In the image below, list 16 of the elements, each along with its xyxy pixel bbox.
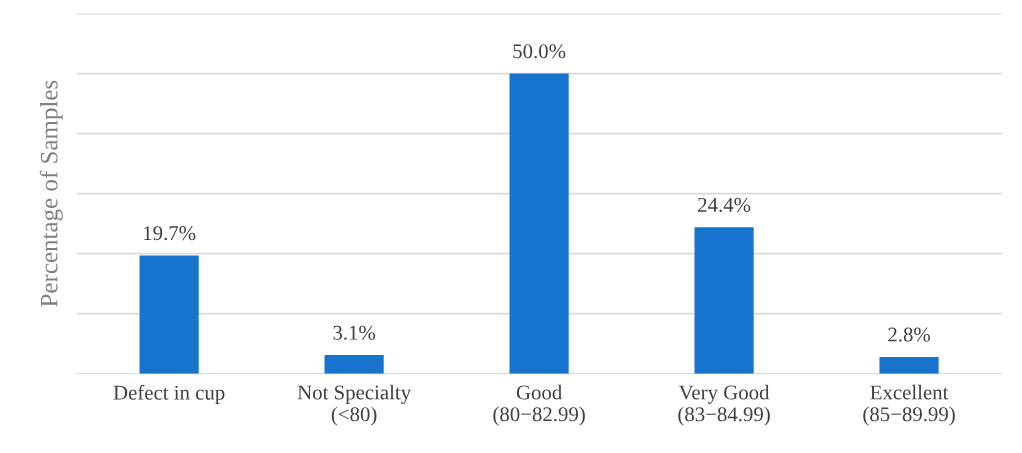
- y-axis-title: Percentage of Samples: [39, 80, 63, 307]
- data-label: 24.4%: [698, 197, 751, 213]
- bar: [509, 73, 569, 374]
- data-label: 3.1%: [333, 325, 376, 340]
- bar: [879, 356, 939, 374]
- x-tick-label: Very Good (83−84.99): [678, 384, 770, 426]
- x-tick-label: Good (80−82.99): [493, 384, 585, 426]
- data-label: 2.8%: [888, 327, 931, 342]
- x-tick-label: Excellent (85−89.99): [863, 384, 955, 426]
- data-label: 19.7%: [144, 226, 196, 241]
- bar: [324, 355, 384, 374]
- data-label: 50.0%: [513, 44, 566, 59]
- x-tick-label: Not Specialty (<80): [297, 384, 412, 426]
- x-tick-label: Defect in cup: [113, 384, 225, 404]
- bar: [139, 255, 199, 374]
- bar: [694, 227, 754, 374]
